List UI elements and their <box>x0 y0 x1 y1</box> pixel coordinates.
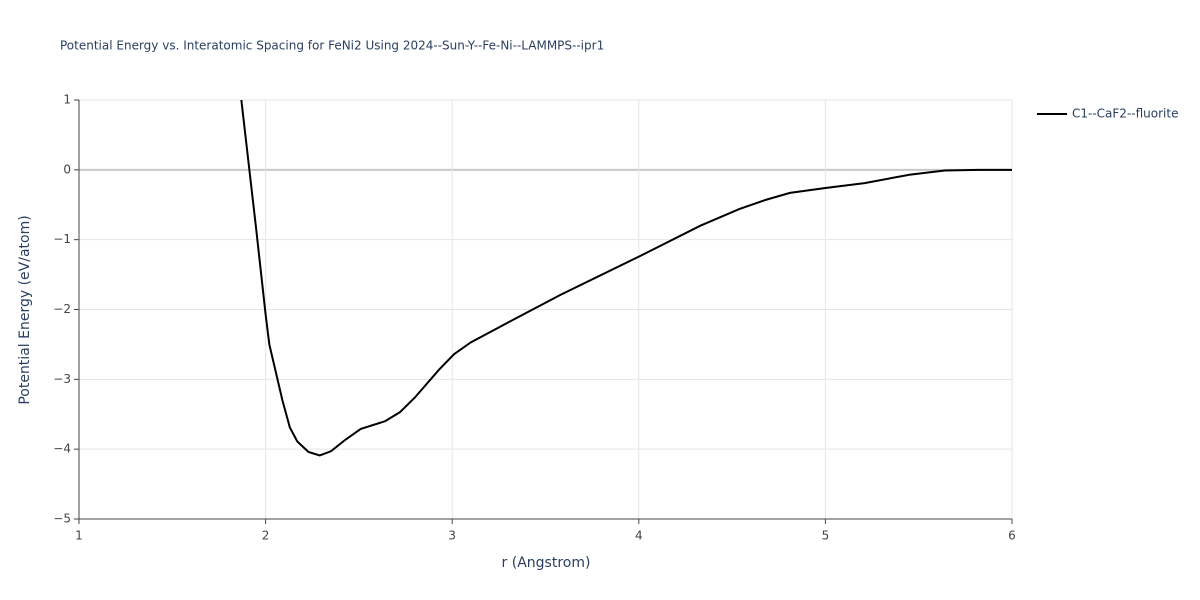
legend-label: C1--CaF2--fluorite <box>1072 107 1178 121</box>
plot-area <box>240 100 1012 457</box>
x-axis-label: r (Angstrom) <box>502 555 591 571</box>
x-tick-label: 2 <box>262 529 270 543</box>
x-tick-label: 3 <box>448 529 456 543</box>
y-tick-label: −3 <box>53 372 71 386</box>
y-tick-label: 1 <box>63 93 71 107</box>
chart-title: Potential Energy vs. Interatomic Spacing… <box>60 39 604 53</box>
x-tick-label: 5 <box>822 529 830 543</box>
y-axis-label: Potential Energy (eV/atom) <box>17 215 33 404</box>
y-tick-label: 0 <box>63 162 71 176</box>
x-tick-label: 4 <box>635 529 643 543</box>
y-tick-label: −5 <box>53 512 71 526</box>
x-tick-label: 6 <box>1008 529 1016 543</box>
series-line <box>240 100 1012 457</box>
y-tick-label: −4 <box>53 442 71 456</box>
y-tick-label: −2 <box>53 302 71 316</box>
x-tick-label: 1 <box>75 529 83 543</box>
y-tick-label: −1 <box>53 232 71 246</box>
